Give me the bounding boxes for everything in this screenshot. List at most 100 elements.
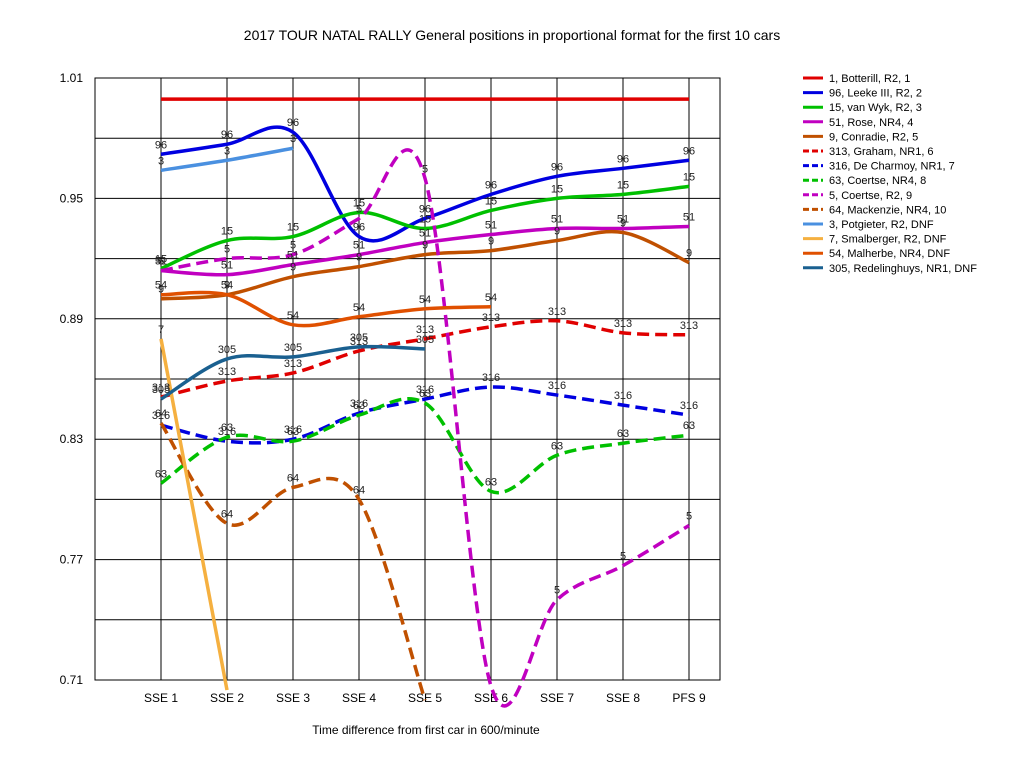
point-label: 5 (158, 256, 164, 268)
point-label: 316 (614, 390, 632, 402)
series-line (159, 396, 690, 495)
point-label: 9 (356, 252, 362, 264)
point-label: 51 (353, 240, 365, 252)
point-label: 96 (155, 139, 167, 151)
point-label: 64 (155, 408, 167, 420)
point-label: 3 (158, 155, 164, 167)
x-axis: SSE 1 SSE 2 SSE 3 SSE 4 SSE 5 SSE 6 SSE 7 SSE 8… (144, 691, 706, 705)
point-label: 63 (155, 468, 167, 480)
x-tick-label: SSE 2 (210, 691, 244, 705)
point-label: 9 (686, 248, 692, 260)
point-label: 96 (353, 222, 365, 234)
point-label: 51 (551, 214, 563, 226)
point-label: 313 (416, 324, 434, 336)
legend-entry: 316, De Charmoy, NR1, 7 (829, 161, 955, 173)
x-tick-label: SSE 6 (474, 691, 508, 705)
series-line (160, 344, 426, 401)
point-label: 63 (551, 440, 563, 452)
point-label: 54 (155, 280, 167, 292)
point-label: 96 (287, 117, 299, 129)
legend-entry: 3, Potgieter, R2, DNF (829, 219, 934, 231)
y-tick-label: 0.77 (60, 553, 84, 567)
point-label: 316 (416, 384, 434, 396)
point-label: 313 (350, 336, 368, 348)
point-label: 15 (617, 179, 629, 191)
point-label: 51 (221, 260, 233, 272)
point-label: 51 (287, 250, 299, 262)
point-label: 63 (485, 476, 497, 488)
y-tick-label: 1.01 (60, 71, 84, 85)
y-axis: 0.71 0.77 0.83 0.89 0.95 1.01 (60, 71, 84, 687)
x-tick-label: SSE 8 (606, 691, 640, 705)
point-label: 9 (554, 226, 560, 238)
series-line (160, 290, 492, 328)
point-label: 5 (554, 585, 560, 597)
y-tick-label: 0.71 (60, 673, 84, 687)
point-label: 9 (422, 240, 428, 252)
point-label: 5 (290, 240, 296, 252)
series-group (159, 97, 690, 708)
point-label: 316 (548, 380, 566, 392)
point-label: 96 (221, 129, 233, 141)
legend-entry: 51, Rose, NR4, 4 (829, 117, 913, 129)
legend-entry: 96, Leeke III, R2, 2 (829, 88, 922, 100)
point-label: 51 (617, 214, 629, 226)
point-label: 313 (152, 382, 170, 394)
legend-entry: 64, Mackenzie, NR4, 10 (829, 204, 946, 216)
point-label: 54 (221, 280, 233, 292)
legend-entry: 63, Coertse, NR4, 8 (829, 175, 926, 187)
legend: 1, Botterill, R2, 1 96, Leeke III, R2, 2 1… (803, 73, 977, 275)
point-label: 63 (353, 400, 365, 412)
point-label: 7 (158, 324, 164, 336)
point-label: 9 (224, 280, 230, 292)
y-tick-label: 0.95 (60, 191, 84, 205)
series-line (160, 125, 690, 243)
point-label: 96 (551, 161, 563, 173)
point-label: 54 (485, 292, 497, 304)
point-label: 313 (680, 320, 698, 332)
point-label: 54 (419, 294, 431, 306)
point-label: 63 (419, 388, 431, 400)
point-label: 51 (683, 211, 695, 223)
series-line (159, 422, 427, 701)
point-label: 313 (284, 358, 302, 370)
x-tick-label: SSE 5 (408, 691, 442, 705)
series-line (160, 146, 294, 173)
legend-entry: 313, Graham, NR1, 6 (829, 146, 934, 158)
point-label: 15 (155, 254, 167, 266)
point-label: 96 (419, 203, 431, 215)
point-label: 9 (488, 236, 494, 248)
point-label: 96 (617, 153, 629, 165)
point-label: 305 (416, 334, 434, 346)
point-label: 5 (356, 203, 362, 215)
point-label: 3 (224, 145, 230, 157)
point-label: 316 (680, 400, 698, 412)
series-line (160, 184, 690, 271)
point-label: 316 (350, 398, 368, 410)
series-line (160, 318, 690, 399)
point-label: 305 (284, 342, 302, 354)
point-label: 51 (485, 220, 497, 232)
point-label: 5 (422, 163, 428, 175)
point-label: 15 (485, 195, 497, 207)
point-label: 313 (482, 312, 500, 324)
legend-entry: 7, Smalberger, R2, DNF (829, 234, 947, 246)
point-label: 63 (617, 428, 629, 440)
point-label: 54 (287, 310, 299, 322)
point-label: 64 (221, 508, 233, 520)
grid (95, 78, 720, 680)
point-label: 15 (221, 226, 233, 238)
point-label: 63 (287, 426, 299, 438)
point-label: 313 (218, 366, 236, 378)
point-label: 15 (419, 214, 431, 226)
point-label: 305 (218, 344, 236, 356)
point-label: 54 (353, 302, 365, 314)
series-line (160, 229, 690, 301)
series-line (160, 148, 690, 708)
series-line (160, 385, 690, 445)
point-label: 316 (152, 410, 170, 422)
x-tick-label: PFS 9 (672, 691, 706, 705)
point-label: 316 (284, 424, 302, 436)
